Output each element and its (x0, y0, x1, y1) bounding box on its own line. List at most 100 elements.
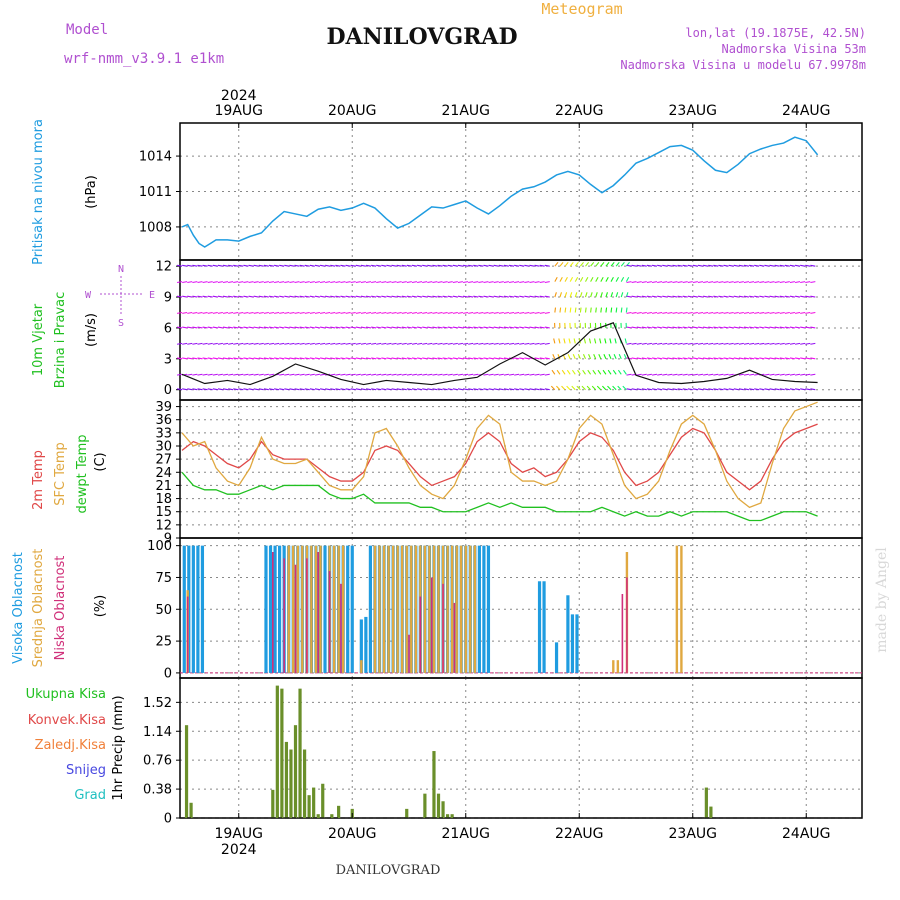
cloud-bar-0 (350, 545, 354, 673)
wind-arrow (579, 292, 583, 298)
wind-arrow (626, 388, 632, 391)
wind-arrow (657, 264, 663, 267)
wind-arrow (386, 295, 392, 298)
wind-arrow (708, 295, 714, 298)
wind-arrow (718, 357, 724, 360)
wind-arrow (289, 326, 295, 329)
wind-arrow (473, 281, 479, 284)
wind-arrow (692, 357, 698, 360)
ytick-label: 39 (155, 400, 172, 415)
wind-arrow (386, 311, 392, 314)
wind-arrow (452, 357, 458, 360)
wind-arrow (749, 326, 755, 329)
wind-arrow (350, 373, 356, 376)
wind-arrow (646, 388, 652, 391)
wind-arrow (503, 342, 509, 345)
wind-arrow (432, 373, 438, 376)
wind-arrow (794, 311, 801, 314)
wind-arrow (228, 264, 234, 267)
wind-arrow (677, 295, 683, 298)
wind-arrow (355, 342, 361, 345)
wind-arrow (617, 369, 622, 375)
cloud-bar-1 (378, 545, 381, 673)
wind-arrow (294, 281, 300, 284)
wind-arrow (590, 276, 594, 282)
wind-arrow (544, 373, 550, 376)
wind-arrow (248, 264, 254, 267)
wind-arrow (493, 326, 499, 329)
wind-arrow (728, 264, 734, 267)
wind-arrow (612, 385, 617, 391)
cloud-bar-2 (442, 583, 444, 673)
wind-arrow (314, 388, 320, 391)
wind-arrow (769, 357, 775, 360)
precip-bar (432, 751, 436, 818)
wind-arrow (539, 281, 545, 284)
wind-arrow (258, 357, 264, 360)
wind-arrow (284, 281, 290, 284)
wind-arrow (263, 281, 269, 284)
wind-arrow (437, 388, 443, 391)
cloud-bar-0 (575, 614, 579, 673)
wind-arrow (345, 311, 351, 314)
watermark: made by Angel (874, 547, 890, 653)
wind-arrow (636, 281, 642, 284)
wind-arrow (304, 326, 310, 329)
wind-arrow (447, 311, 453, 314)
wind-arrow (672, 357, 678, 360)
wind-arrow (672, 281, 678, 284)
wind-arrow (556, 385, 561, 391)
wind-arrow (468, 326, 474, 329)
wind-arrow (187, 295, 193, 298)
wind-arrow (355, 281, 361, 284)
wind-arrow (514, 342, 520, 345)
wind-arrow (202, 342, 208, 345)
cloud-bar-2 (419, 596, 422, 673)
wind-arrow (728, 388, 734, 391)
wind-arrow (610, 292, 614, 298)
cloud-bar-0 (191, 545, 195, 673)
panel-precip: 0 0.38 0.76 1.14 1.52 (143, 677, 863, 827)
wind-arrow (593, 354, 597, 360)
cloud-bar-1 (360, 660, 363, 673)
wind-arrow (187, 388, 193, 391)
wind-arrow (468, 373, 474, 376)
wind-arrow (314, 295, 320, 298)
wind-arrow (248, 281, 254, 284)
wind-arrow (381, 357, 387, 360)
wind-arrow (335, 388, 341, 391)
wind-arrow (386, 342, 392, 345)
wind-arrow (738, 357, 744, 360)
wind-arrow (330, 326, 336, 329)
xlabel-top: 24AUG (782, 103, 831, 119)
wind-arrow (769, 264, 775, 267)
cloud-bar-2 (317, 552, 319, 673)
wind-arrow (682, 342, 688, 345)
wind-arrow (569, 292, 573, 298)
compass-N: N (118, 264, 124, 275)
wind-arrow (682, 388, 688, 391)
wind-arrow (784, 373, 790, 376)
wind-arrow (243, 388, 249, 391)
wind-arrow (468, 342, 474, 345)
wind-arrow (360, 264, 366, 267)
wind-arrow (391, 357, 397, 360)
wind-arrow (519, 326, 525, 329)
wind-arrow (503, 388, 509, 391)
wind-arrow (498, 295, 504, 298)
wind-arrow (309, 373, 315, 376)
wind-arrow (703, 311, 709, 314)
wind-arrow (583, 338, 587, 344)
wind-arrow (657, 295, 663, 298)
wind-arrow (309, 311, 315, 314)
wind-arrow (514, 295, 520, 298)
wind-arrow (381, 281, 387, 284)
wind-arrow (447, 342, 453, 345)
wind-arrow (641, 357, 647, 360)
wind-arrow (197, 357, 203, 360)
wind-arrow (406, 264, 412, 267)
wind-arrow (566, 369, 571, 375)
wind-arrow (473, 311, 479, 314)
ytick-label: 24 (155, 466, 172, 481)
